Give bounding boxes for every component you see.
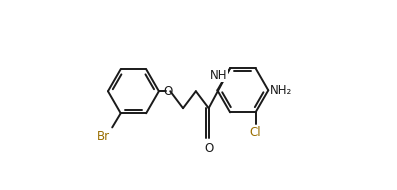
Text: O: O [163, 85, 173, 98]
Text: Br: Br [97, 130, 110, 143]
Text: NH₂: NH₂ [270, 84, 293, 97]
Text: O: O [204, 142, 213, 155]
Text: NH: NH [210, 69, 227, 82]
Text: Cl: Cl [250, 127, 261, 139]
